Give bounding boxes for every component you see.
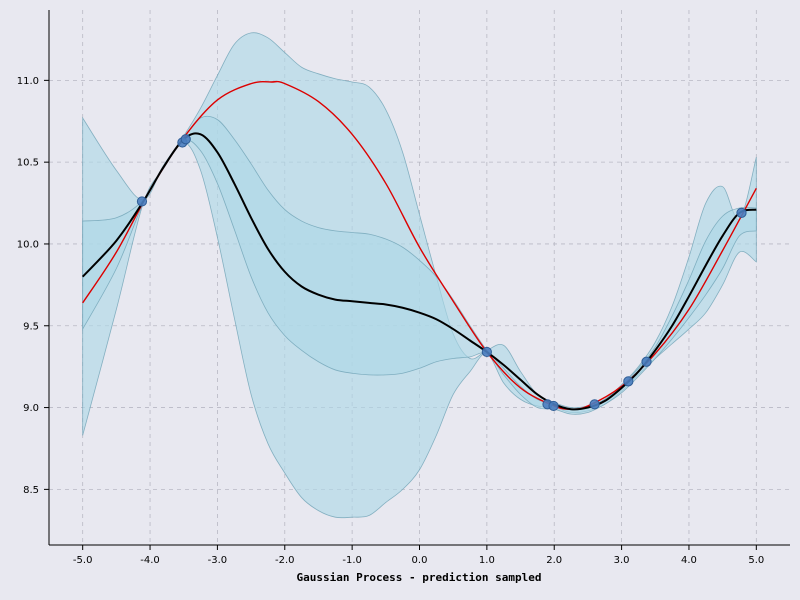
observation-point (548, 400, 559, 412)
observation-point (641, 356, 652, 367)
confidence-bands (82, 32, 757, 519)
x-tick-label: -3.0 (208, 555, 228, 566)
observation-point (623, 376, 634, 387)
x-tick-label: -4.0 (140, 555, 160, 566)
x-axis-title: Gaussian Process - prediction sampled (296, 571, 541, 584)
series-lines (81, 80, 757, 411)
axes: -5.0 -4.0 -3.0 -2.0 -1.0 0.0 1.0 2.0 3.0 4.0 5.0 8.… (17, 10, 790, 566)
observation-point (136, 196, 148, 207)
y-tick-label: 10.5 (17, 158, 39, 169)
y-tick-label: 8.5 (23, 485, 39, 496)
x-tick-label: -1.0 (342, 555, 362, 566)
x-tick-label: -5.0 (73, 555, 93, 566)
posterior-mean-line (81, 132, 757, 411)
x-tick-label: 4.0 (681, 555, 697, 566)
x-tick-label: 1.0 (479, 555, 495, 566)
y-tick-label: 11.0 (17, 76, 39, 87)
x-tick-label: 2.0 (546, 555, 562, 566)
observation-point (736, 207, 747, 218)
x-tick-label: 0.0 (412, 555, 428, 566)
x-tick-label: 5.0 (748, 555, 764, 566)
observation-points (136, 134, 747, 412)
observation-point (180, 134, 191, 145)
x-tick-label: 3.0 (614, 555, 630, 566)
observation-point (481, 346, 492, 358)
y-tick-label: 9.0 (23, 403, 39, 414)
y-tick-label: 10.0 (17, 239, 39, 250)
observation-point (589, 399, 600, 410)
inner-band (82, 115, 757, 415)
y-tick-label: 9.5 (23, 321, 39, 332)
x-tick-label: -2.0 (275, 555, 295, 566)
